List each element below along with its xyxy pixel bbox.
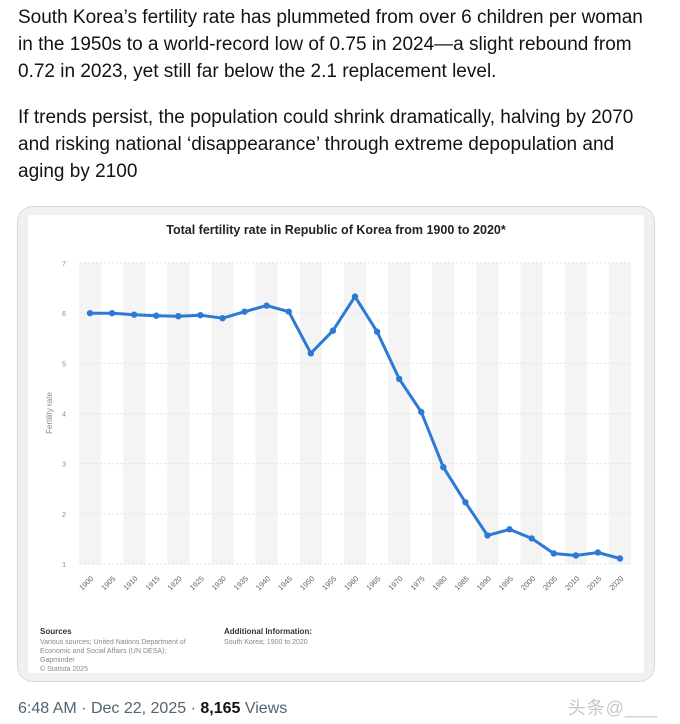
fertility-chart: Total fertility rate in Republic of Kore… bbox=[28, 215, 644, 673]
y-tick-label: 7 bbox=[62, 261, 66, 268]
data-point bbox=[351, 293, 359, 300]
views-count: 8,165 bbox=[200, 700, 241, 717]
data-point bbox=[506, 526, 513, 533]
tweet-date[interactable]: Dec 22, 2025 bbox=[90, 700, 187, 717]
data-point bbox=[175, 312, 182, 320]
y-tick-label: 3 bbox=[62, 462, 66, 469]
additional-info-text: South Korea; 1900 to 2020 bbox=[224, 639, 308, 646]
column-band bbox=[343, 263, 367, 564]
data-point bbox=[462, 499, 469, 506]
data-point bbox=[197, 311, 204, 319]
column-band bbox=[123, 263, 146, 564]
copyright-line: © Statista 2025 bbox=[40, 665, 88, 673]
data-point bbox=[616, 555, 624, 562]
y-tick-label: 4 bbox=[62, 412, 66, 419]
tweet-meta: 6:48 AM · Dec 22, 2025 · 8,165 Views bbox=[18, 700, 287, 718]
column-band bbox=[299, 263, 322, 564]
column-band bbox=[167, 263, 190, 564]
data-point bbox=[528, 535, 535, 542]
column-band bbox=[255, 263, 278, 564]
tweet-text: South Korea’s fertility rate has plummet… bbox=[18, 4, 658, 204]
data-point bbox=[241, 308, 248, 315]
data-point bbox=[329, 327, 337, 334]
data-point bbox=[484, 532, 491, 539]
data-point bbox=[285, 308, 292, 315]
column-band bbox=[564, 263, 587, 564]
sources-line-1: Various sources; United Nations Departme… bbox=[40, 639, 186, 646]
sources-heading: Sources bbox=[40, 627, 72, 636]
y-tick-label: 5 bbox=[62, 361, 66, 368]
data-point bbox=[153, 312, 160, 319]
watermark: 头条@___ bbox=[567, 698, 658, 718]
column-band bbox=[476, 263, 499, 564]
column-band bbox=[432, 263, 455, 564]
views-label: Views bbox=[244, 700, 288, 717]
y-tick-label: 2 bbox=[62, 512, 66, 519]
tweet-paragraph-2: If trends persist, the population could … bbox=[18, 107, 634, 182]
meta-separator-1: · bbox=[81, 700, 87, 717]
additional-info-heading: Additional Information: bbox=[224, 627, 312, 636]
column-band bbox=[388, 263, 411, 564]
chart-title: Total fertility rate in Republic of Kore… bbox=[166, 223, 506, 237]
chart-image-card[interactable]: Total fertility rate in Republic of Kore… bbox=[17, 206, 655, 682]
column-band bbox=[520, 263, 543, 564]
data-point bbox=[550, 550, 557, 557]
sources-line-3: Gapminder bbox=[40, 657, 75, 664]
y-tick-label: 6 bbox=[62, 311, 66, 318]
sources-line-2: Economic and Social Affairs (UN DESA); bbox=[40, 648, 166, 655]
data-point bbox=[395, 375, 403, 383]
data-point bbox=[219, 314, 226, 322]
chart-background bbox=[28, 215, 644, 673]
y-axis-label: Fertility rate bbox=[45, 392, 54, 434]
data-point bbox=[373, 328, 381, 335]
data-point bbox=[418, 408, 425, 416]
data-point bbox=[263, 302, 270, 309]
column-band bbox=[211, 263, 234, 564]
data-point bbox=[307, 350, 315, 357]
data-point bbox=[572, 552, 580, 559]
data-point bbox=[594, 549, 602, 556]
data-point bbox=[86, 309, 94, 317]
data-point bbox=[108, 309, 116, 317]
meta-separator-2: · bbox=[190, 700, 196, 717]
tweet-paragraph-1: South Korea’s fertility rate has plummet… bbox=[18, 7, 643, 82]
data-point bbox=[440, 463, 447, 471]
data-point bbox=[130, 311, 138, 318]
y-tick-label: 1 bbox=[62, 562, 66, 569]
tweet-time[interactable]: 6:48 AM bbox=[18, 700, 77, 717]
